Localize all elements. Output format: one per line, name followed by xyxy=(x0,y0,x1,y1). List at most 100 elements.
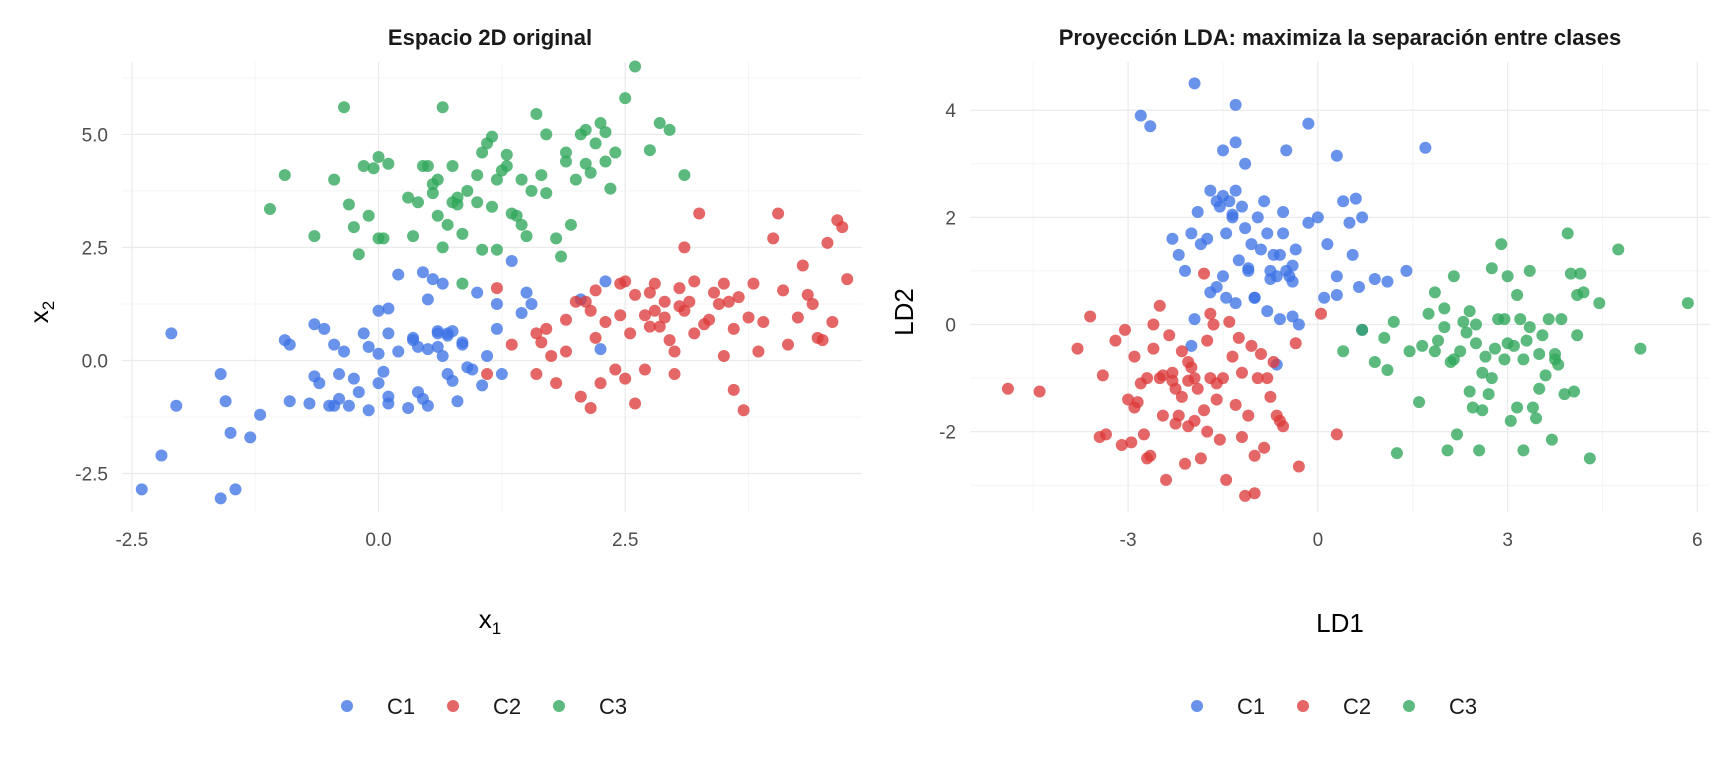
data-point xyxy=(1292,318,1305,331)
data-point xyxy=(1153,299,1166,312)
data-point xyxy=(515,218,528,231)
data-point xyxy=(1378,331,1391,344)
data-point xyxy=(407,331,420,344)
data-point xyxy=(1277,206,1290,218)
data-point xyxy=(1258,195,1271,208)
data-point xyxy=(372,150,385,163)
data-point xyxy=(638,363,651,376)
data-point xyxy=(624,327,637,340)
data-point xyxy=(535,336,548,349)
legend: C1 C2 C3 xyxy=(341,694,627,719)
data-point xyxy=(560,155,572,168)
y-tick-labels: -2.5 0.0 2.5 5.0 xyxy=(75,125,108,485)
data-point xyxy=(712,297,725,310)
data-point xyxy=(135,483,148,496)
data-point xyxy=(436,277,449,290)
data-point xyxy=(1182,420,1195,433)
data-point xyxy=(1422,307,1435,320)
data-point xyxy=(1277,227,1290,240)
data-point xyxy=(1198,404,1211,417)
data-point xyxy=(1226,208,1239,221)
data-point xyxy=(490,297,503,310)
data-point xyxy=(1413,396,1426,409)
data-point xyxy=(1526,401,1539,414)
data-point xyxy=(1229,297,1242,310)
data-point xyxy=(1441,444,1454,457)
points xyxy=(135,60,854,505)
data-point xyxy=(1239,157,1252,170)
legend-key xyxy=(341,700,353,712)
data-point xyxy=(1235,200,1248,213)
data-point xyxy=(283,395,296,408)
data-point xyxy=(426,273,439,286)
data-point xyxy=(446,160,459,173)
data-point xyxy=(693,207,706,220)
data-point xyxy=(490,282,503,295)
data-point xyxy=(421,293,434,306)
data-point xyxy=(392,268,405,281)
series-c2 xyxy=(481,207,854,417)
data-point xyxy=(1220,291,1233,304)
data-point xyxy=(412,340,424,353)
legend-label: C1 xyxy=(1237,694,1265,719)
data-point xyxy=(308,318,321,331)
data-point xyxy=(481,368,494,381)
data-point xyxy=(456,338,469,351)
data-point xyxy=(594,117,607,130)
data-point xyxy=(643,320,656,333)
data-point xyxy=(1387,315,1400,328)
data-point xyxy=(1216,144,1229,157)
data-point xyxy=(1096,369,1109,382)
data-point xyxy=(372,347,385,360)
data-point xyxy=(658,295,671,308)
data-point xyxy=(1416,339,1429,352)
data-point xyxy=(431,209,444,222)
data-point xyxy=(619,275,632,288)
data-point xyxy=(569,173,582,186)
data-point xyxy=(402,191,415,204)
x-tick-label: 0 xyxy=(1313,530,1324,551)
data-point xyxy=(1542,313,1555,326)
data-point xyxy=(362,209,375,222)
data-point xyxy=(1511,289,1524,302)
data-point xyxy=(1147,342,1160,355)
data-point xyxy=(490,322,503,335)
data-point xyxy=(1321,238,1334,251)
data-point xyxy=(629,288,642,301)
data-point xyxy=(1514,313,1527,326)
data-point xyxy=(550,377,563,390)
data-point xyxy=(1179,264,1192,277)
data-point xyxy=(1188,372,1201,385)
data-point xyxy=(1210,377,1223,390)
data-point xyxy=(352,248,365,261)
data-point xyxy=(1289,243,1302,256)
data-point xyxy=(540,322,553,335)
data-point xyxy=(668,368,681,381)
data-point xyxy=(1292,460,1305,473)
data-point xyxy=(1220,227,1233,240)
data-point xyxy=(283,338,296,351)
data-point xyxy=(1523,264,1536,277)
data-point xyxy=(1482,388,1495,401)
data-point xyxy=(1254,243,1267,256)
legend-key xyxy=(1403,700,1415,712)
data-point xyxy=(229,483,242,496)
data-point xyxy=(584,401,597,414)
data-point xyxy=(1349,192,1362,205)
data-point xyxy=(1245,339,1258,352)
data-point xyxy=(421,160,434,173)
data-point xyxy=(1498,353,1511,366)
data-point xyxy=(1134,109,1147,122)
data-point xyxy=(1454,345,1467,358)
legend-item-c3: C3 xyxy=(553,694,627,719)
data-point xyxy=(1261,372,1274,385)
data-point xyxy=(1511,401,1524,414)
data-point xyxy=(653,320,666,333)
data-point xyxy=(1261,227,1274,240)
data-point xyxy=(599,275,612,288)
data-point xyxy=(1476,366,1489,379)
legend: C1 C2 C3 xyxy=(1191,694,1477,719)
data-point xyxy=(1400,264,1413,277)
data-point xyxy=(1419,141,1432,154)
data-point xyxy=(574,390,587,403)
